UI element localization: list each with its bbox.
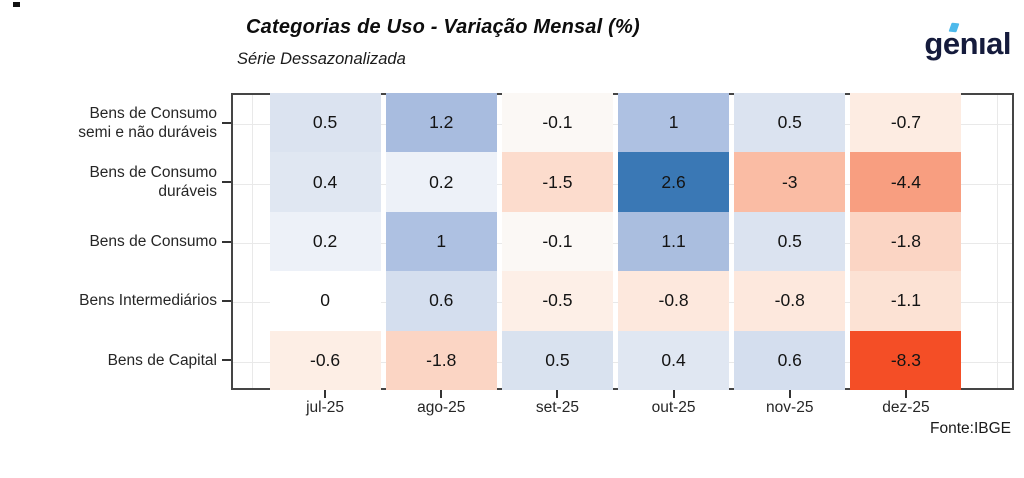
heatmap-panel: 0.5 1.2 -0.1 1 0.5 -0.7 0.4 0.2 -1.5 2.6 -3 -4.4 0.2… <box>231 93 1014 390</box>
y-axis-tick <box>222 359 231 362</box>
heatmap-cell: 0.5 <box>501 330 613 390</box>
x-axis-tick <box>904 390 907 398</box>
heatmap-cell: 1.2 <box>385 93 497 153</box>
source-caption: Fonte:IBGE <box>930 420 1011 437</box>
heatmap-cell: -1.5 <box>501 152 613 212</box>
y-axis-tick <box>222 299 231 302</box>
y-axis-tick <box>222 240 231 243</box>
x-axis-tick <box>440 390 443 398</box>
x-axis-label: set-25 <box>535 399 579 416</box>
heatmap-cell: -0.5 <box>501 271 613 331</box>
heatmap-cell: 0.5 <box>734 211 846 272</box>
heatmap-cell: -3 <box>734 152 846 212</box>
heatmap-cell: 0.4 <box>618 330 730 390</box>
y-axis-label: Bens Intermediários <box>79 292 217 310</box>
heatmap-cell: -1.8 <box>850 211 962 272</box>
heatmap-cell: 0.5 <box>734 93 846 153</box>
genial-logo: genıal <box>924 22 1011 66</box>
heatmap-cell: -0.1 <box>501 211 613 272</box>
heatmap-cell: 0.2 <box>385 152 497 212</box>
heatmap-cell: -0.6 <box>269 330 381 390</box>
x-axis-label: jul-25 <box>306 399 345 416</box>
heatmap-cell: -0.8 <box>618 271 730 331</box>
logo-text: genıal <box>924 26 1011 61</box>
x-axis-tick <box>672 390 675 398</box>
x-axis-tick <box>556 390 559 398</box>
heatmap-cell: -1.1 <box>850 271 962 331</box>
heatmap-cell: -0.8 <box>734 271 846 331</box>
heatmap-cell: 0.6 <box>734 330 846 390</box>
heatmap-cell: 1.1 <box>618 211 730 272</box>
x-axis-tick <box>788 390 791 398</box>
heatmap-cell: 1 <box>385 211 497 272</box>
x-axis-label: out-25 <box>651 399 696 416</box>
x-axis-label: nov-25 <box>766 399 814 416</box>
v-gridline <box>997 95 998 388</box>
heatmap-cell: -0.1 <box>501 93 613 153</box>
chart-title: Categorias de Uso - Variação Mensal (%) <box>246 16 640 38</box>
heatmap-cell: -8.3 <box>850 330 962 390</box>
x-axis-label: dez-25 <box>882 399 930 416</box>
heatmap-cell: 0.6 <box>385 271 497 331</box>
x-axis-tick <box>324 390 327 398</box>
y-axis-tick <box>222 121 231 124</box>
y-axis-tick <box>222 181 231 184</box>
heatmap-cell: 0 <box>269 271 381 331</box>
y-axis-label: Bens de Capital <box>107 351 217 369</box>
chart-subtitle: Série Dessazonalizada <box>237 50 406 68</box>
heatmap-cell: -4.4 <box>850 152 962 212</box>
v-gridline <box>252 95 253 388</box>
heatmap-cell: 0.4 <box>269 152 381 212</box>
heatmap-cell: 1 <box>618 93 730 153</box>
x-axis-label: ago-25 <box>417 399 466 416</box>
heatmap-cell: 2.6 <box>618 152 730 212</box>
heatmap-cell: -0.7 <box>850 93 962 153</box>
heatmap-cell: 0.5 <box>269 93 381 153</box>
heatmap-cell: -1.8 <box>385 330 497 390</box>
corner-mark <box>13 2 20 7</box>
heatmap-cell: 0.2 <box>269 211 381 272</box>
y-axis-label: Bens de Consumo <box>89 233 217 250</box>
y-axis-label: Bens de Consumo duráveis <box>89 164 217 201</box>
y-axis-label: Bens de Consumo semi e não duráveis <box>78 104 217 141</box>
